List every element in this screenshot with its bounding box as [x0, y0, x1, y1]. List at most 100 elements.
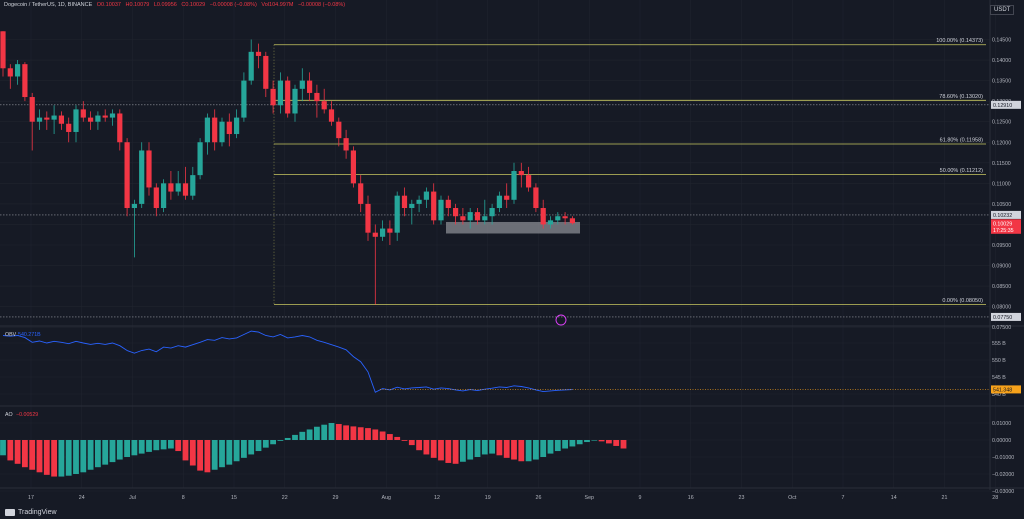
candle-body	[328, 109, 335, 122]
price-tick-label: 0.12500	[992, 120, 1011, 126]
ao-bar	[481, 440, 488, 455]
candle-body	[504, 195, 510, 200]
ao-bar	[87, 440, 94, 470]
candle-body	[190, 175, 196, 196]
ao-tick-label: −0.01000	[992, 455, 1014, 461]
ao-bar	[58, 440, 65, 477]
ao-bar	[211, 440, 218, 470]
ao-bar	[620, 440, 627, 449]
ao-bar	[314, 426, 320, 440]
symbol-title[interactable]: Dogecoin / TetherUS, 1D, BINANCE	[4, 2, 93, 8]
ao-bar	[277, 440, 284, 441]
candle-body	[350, 150, 356, 184]
candle-body	[197, 142, 203, 176]
obv-tick-label: 540 B	[992, 392, 1006, 398]
candle-body	[175, 183, 181, 192]
price-tick-label: 0.13500	[992, 79, 1011, 85]
ao-bar	[160, 440, 167, 450]
candle-body	[416, 199, 422, 204]
candle-body	[212, 117, 218, 143]
ao-bar	[606, 440, 612, 444]
ao-bar	[36, 440, 43, 473]
ao-bar	[80, 440, 87, 473]
candle-body	[204, 117, 210, 143]
ao-bar	[146, 440, 152, 452]
ao-bar	[29, 440, 36, 470]
ao-bar	[562, 440, 568, 449]
ao-bar	[489, 440, 495, 454]
obv-value-label: 540.271B	[18, 332, 41, 338]
price-tick-label: 0.12000	[992, 140, 1011, 146]
watermark-text: TradingView	[18, 509, 57, 516]
fib-level-label: 0.00% (0.08050)	[942, 298, 983, 304]
price-axis-tag	[991, 210, 1021, 219]
obv-label: OBV	[5, 332, 17, 338]
ao-bar	[204, 440, 211, 473]
candle-body	[44, 117, 50, 120]
price-tick-label: 0.09000	[992, 264, 1011, 270]
candle-body	[270, 88, 276, 106]
chart-header: Dogecoin / TetherUS, 1D, BINANCE O0.1003…	[4, 2, 348, 8]
candle-body	[66, 123, 72, 132]
candle-body	[234, 117, 240, 135]
ao-bar	[219, 440, 225, 468]
price-tick-label: 0.08000	[992, 305, 1011, 311]
candle-body	[73, 109, 79, 132]
change-value: −0.00008 (−0.08%)	[209, 2, 257, 8]
candle-body	[292, 88, 298, 114]
ao-tick-label: 0.00000	[992, 438, 1011, 444]
ao-bar	[401, 440, 408, 441]
candle-body	[7, 68, 13, 77]
ao-bar	[321, 424, 328, 440]
ao-bar	[365, 428, 371, 440]
ao-bar	[372, 429, 379, 440]
candle-body	[277, 80, 283, 106]
ao-bar	[584, 440, 590, 443]
ao-bar	[255, 440, 262, 452]
candle-body	[248, 51, 254, 81]
tradingview-watermark[interactable]: TradingView	[5, 509, 57, 516]
ao-bar	[306, 429, 313, 440]
ao-bar	[124, 440, 130, 457]
candle-body	[569, 218, 575, 224]
ao-bar	[284, 437, 291, 440]
ao-bar	[51, 440, 57, 477]
ao-bar	[576, 440, 583, 445]
ao-bar	[598, 440, 605, 442]
candle-body	[489, 208, 495, 217]
candle-body	[467, 212, 473, 221]
candle-body	[124, 142, 130, 209]
price-axis-tag-text: 0.12910	[993, 103, 1012, 109]
ao-bar	[299, 431, 306, 440]
ao-bar	[394, 436, 401, 440]
candle-body	[453, 208, 459, 217]
obv-tag	[991, 385, 1021, 394]
time-tick-label: 22	[282, 495, 288, 501]
candle-body	[562, 216, 568, 219]
candle-body	[547, 220, 554, 225]
tradingview-logo-icon	[5, 509, 15, 516]
candle-body	[117, 113, 123, 143]
volume-value: Vol104.997M	[261, 2, 294, 8]
currency-label[interactable]: USDT	[990, 5, 1015, 15]
time-tick-label: 12	[434, 495, 440, 501]
candle-body	[314, 92, 320, 102]
candle-body	[511, 171, 517, 200]
candle-body	[80, 109, 86, 118]
ao-bar	[343, 425, 349, 440]
ao-bar	[175, 440, 182, 452]
time-tick-label: Jul	[129, 495, 136, 501]
candle-body	[358, 183, 364, 204]
ao-bar	[328, 423, 335, 440]
time-tick-label: 14	[891, 495, 897, 501]
candle-body	[161, 183, 167, 209]
candle-body	[518, 171, 524, 176]
price-axis-tag-text: 17:25:35	[993, 228, 1014, 234]
candle-body	[365, 203, 371, 233]
ao-tick-label: 0.01000	[992, 421, 1011, 427]
price-axis-tag	[991, 100, 1021, 109]
ao-bar	[95, 440, 101, 468]
time-tick-label: 21	[942, 495, 948, 501]
ao-bar	[387, 434, 393, 440]
